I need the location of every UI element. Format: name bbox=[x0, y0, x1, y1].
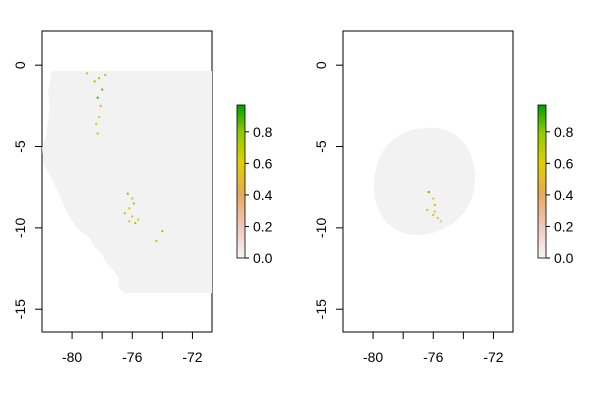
raster-cell bbox=[134, 221, 137, 224]
y-tick-label: 0 bbox=[12, 61, 28, 69]
raster-cell bbox=[98, 116, 101, 119]
raster-cell bbox=[432, 213, 435, 216]
colorbar-tick-label: 0.2 bbox=[253, 218, 273, 234]
raster-cell bbox=[101, 88, 104, 91]
y-tick-label: -10 bbox=[313, 218, 329, 238]
colorbar-right bbox=[537, 104, 547, 259]
raster-cell bbox=[137, 218, 140, 221]
raster-cell bbox=[99, 104, 102, 107]
raster-cell bbox=[439, 220, 442, 223]
colorbar-tick-label: 0.2 bbox=[554, 218, 574, 234]
raster-cell bbox=[98, 77, 101, 80]
colorbar-tick-label: 0.4 bbox=[554, 187, 574, 203]
raster-cell bbox=[104, 73, 107, 76]
raster-cell bbox=[161, 230, 164, 233]
colorbar-tick-label: 0.6 bbox=[554, 155, 574, 171]
colorbar-ticks-left: 0.0 0.2 0.4 0.6 0.8 bbox=[245, 124, 273, 266]
region-country-outline bbox=[42, 71, 212, 293]
y-tick-label: -5 bbox=[313, 140, 329, 153]
raster-cell bbox=[131, 197, 134, 200]
x-tick-label: -80 bbox=[363, 349, 383, 365]
colorbar-tick-label: 0.0 bbox=[253, 250, 273, 266]
raster-cell bbox=[128, 220, 131, 223]
raster-cell bbox=[96, 96, 99, 99]
raster-cell bbox=[131, 215, 134, 218]
x-tick-label: -80 bbox=[62, 349, 82, 365]
raster-cell bbox=[123, 212, 126, 215]
raster-cell bbox=[436, 217, 439, 220]
colorbar-tick-label: 0.8 bbox=[253, 124, 273, 140]
points-right bbox=[426, 191, 442, 223]
colorbar-ticks-right: 0.0 0.2 0.4 0.6 0.8 bbox=[546, 124, 574, 266]
colorbar-tick-label: 0.0 bbox=[554, 250, 574, 266]
raster-cell bbox=[128, 207, 131, 210]
y-tick-label: 0 bbox=[313, 61, 329, 69]
x-tick-label: -72 bbox=[182, 349, 202, 365]
colorbar-left bbox=[236, 104, 246, 259]
region-circular-buffer bbox=[374, 127, 476, 235]
x-tick-label: -76 bbox=[122, 349, 142, 365]
y-tick-label: -15 bbox=[313, 299, 329, 319]
x-tick-label: -76 bbox=[423, 349, 443, 365]
x-tick-label: -72 bbox=[483, 349, 503, 365]
y-tick-label: -10 bbox=[12, 218, 28, 238]
raster-cell bbox=[93, 80, 96, 83]
raster-cell bbox=[426, 208, 429, 211]
raster-cell bbox=[432, 197, 435, 200]
y-tick-label: -5 bbox=[12, 140, 28, 153]
raster-cell bbox=[427, 191, 430, 194]
raster-cell bbox=[433, 204, 436, 207]
raster-cell bbox=[96, 132, 99, 135]
axes-left: -80 -76 -72 0 -5 -10 -15 bbox=[12, 61, 203, 365]
raster-cell bbox=[86, 72, 89, 75]
raster-cell bbox=[155, 239, 158, 242]
colorbar-tick-label: 0.6 bbox=[253, 155, 273, 171]
raster-cell bbox=[126, 192, 129, 195]
panel-left: -80 -76 -72 0 -5 -10 -15 0.0 0.2 0.4 0.6 0.8 bbox=[12, 30, 273, 365]
points-left bbox=[86, 72, 164, 242]
raster-cell bbox=[95, 122, 98, 125]
colorbar-tick-label: 0.8 bbox=[554, 124, 574, 140]
colorbar-tick-label: 0.4 bbox=[253, 187, 273, 203]
raster-cell bbox=[433, 210, 436, 213]
raster-cell bbox=[132, 202, 135, 205]
panel-right: -80 -76 -72 0 -5 -10 -15 0.0 0.2 0.4 0.6 0.8 bbox=[313, 30, 574, 365]
axes-right: -80 -76 -72 0 -5 -10 -15 bbox=[313, 61, 504, 365]
plot-frame bbox=[342, 30, 514, 333]
y-tick-label: -15 bbox=[12, 299, 28, 319]
